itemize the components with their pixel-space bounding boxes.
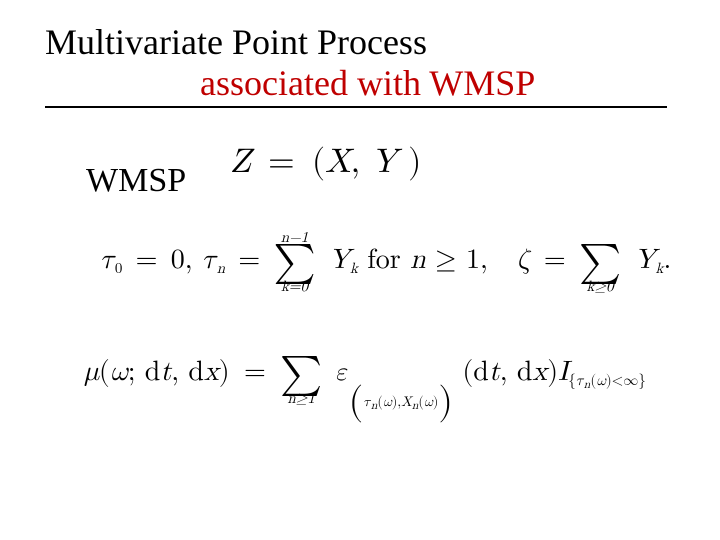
Yk-var: Y [329, 246, 350, 274]
wmsp-label: WMSP [86, 162, 186, 200]
slide-title: Multivariate Point Process associated wi… [45, 22, 535, 105]
zeta-var: ζ [516, 246, 531, 274]
taun-sub: n [217, 261, 225, 276]
cond-n: n [410, 246, 426, 274]
equation-mu: μ(ω; dt, dx) = ∑ n≥1 ε(τn(ω),Xn(ω)) (dt,… [84, 342, 646, 417]
tau0-sub: 0 [115, 261, 123, 276]
tau0-var: τ [100, 246, 115, 274]
indicator-cond: {τn(ω)<∞} [568, 373, 646, 388]
sum-symbol-2: ∑ k≥0 [579, 230, 621, 294]
indicator-I: I [558, 358, 568, 386]
eps-var: ε [335, 360, 349, 386]
Yk2-var: Y [635, 246, 656, 274]
mu-var: μ [84, 358, 99, 386]
eq-sign: = [262, 145, 300, 179]
sum-symbol-1: n−1 ∑ k=0 [273, 230, 315, 294]
title-line-1: Multivariate Point Process [45, 22, 535, 63]
sum-symbol-3: ∑ n≥1 [280, 342, 322, 406]
eq2-period: . [663, 246, 671, 274]
title-underline [45, 106, 667, 108]
equation-z-def: Z = (X, Y ) [230, 142, 421, 183]
mu-omega: ω [110, 358, 128, 386]
var-Z: Z [230, 145, 251, 179]
tau0-val: 0 [171, 246, 185, 274]
for-text: for [367, 246, 410, 274]
taun-var: τ [202, 246, 217, 274]
title-line-2: associated with WMSP [45, 63, 535, 104]
Yk-sub: k [350, 261, 358, 276]
eps-subscript: (τn(ω),Xn(ω)) [349, 381, 454, 417]
equation-tau-zeta: τ0 = 0, τn = n−1 ∑ k=0 Yk for n ≥ 1, ζ =… [100, 230, 671, 294]
